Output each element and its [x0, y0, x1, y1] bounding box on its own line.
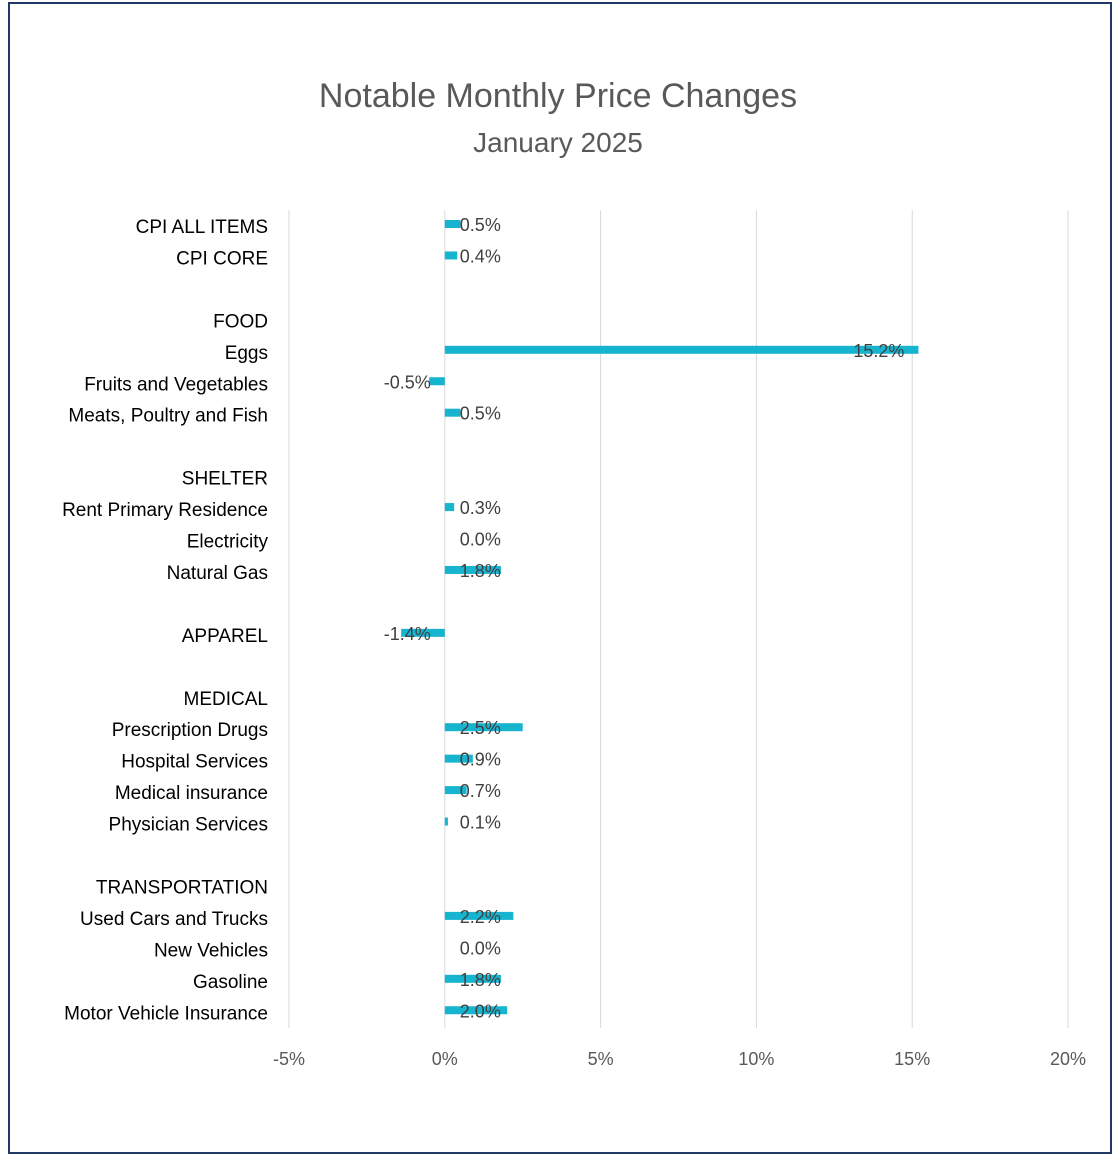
category-label: Prescription Drugs	[112, 720, 268, 741]
data-label: 15.2%	[853, 341, 904, 361]
data-label: 0.5%	[460, 215, 501, 235]
x-tick-label: 15%	[894, 1049, 930, 1069]
bar	[444, 220, 461, 228]
chart-subtitle: January 2025	[473, 127, 643, 158]
category-label: Gasoline	[193, 972, 268, 993]
bar	[444, 503, 455, 512]
category-label: Electricity	[187, 532, 269, 553]
data-labels: 0.5% 0.4% 15.2% -0.5% 0.5% 0.3% 0.0% 1.8% -1.4% 2…	[384, 215, 905, 1021]
category-label: Hospital Services	[121, 752, 268, 773]
category-label: Used Cars and Trucks	[80, 909, 268, 930]
data-label: -1.4%	[384, 624, 431, 644]
bar	[444, 786, 467, 795]
category-label: Eggs	[225, 343, 268, 364]
gridlines	[288, 210, 1069, 1028]
category-label: FOOD	[213, 311, 268, 332]
category-label: Rent Primary Residence	[62, 500, 268, 521]
category-label: Motor Vehicle Insurance	[64, 1003, 268, 1024]
bar	[429, 377, 445, 386]
category-label: TRANSPORTATION	[96, 877, 268, 898]
x-tick-label: -5%	[273, 1049, 305, 1069]
data-label: 0.7%	[460, 781, 501, 801]
category-label: SHELTER	[182, 469, 268, 490]
bar	[444, 817, 448, 826]
bar	[444, 1006, 508, 1015]
bars	[401, 220, 919, 1015]
category-label: Fruits and Vegetables	[84, 374, 268, 395]
data-label: 1.8%	[460, 970, 501, 990]
data-label: 0.1%	[460, 813, 501, 833]
category-label: Natural Gas	[167, 563, 268, 584]
x-tick-label: 0%	[432, 1049, 458, 1069]
data-label: 0.5%	[460, 404, 501, 424]
chart-frame	[8, 2, 1112, 1154]
category-label: MEDICAL	[184, 689, 268, 710]
data-label: 2.2%	[460, 907, 501, 927]
bar	[444, 408, 461, 417]
category-label: CPI ALL ITEMS	[136, 217, 268, 238]
bar	[444, 974, 501, 983]
bar	[444, 754, 473, 763]
category-label: Meats, Poultry and Fish	[68, 406, 268, 427]
data-label: 0.3%	[460, 498, 501, 518]
bar	[401, 628, 445, 637]
bar	[444, 723, 523, 732]
category-label: APPAREL	[182, 626, 268, 647]
category-label: Medical insurance	[115, 783, 268, 804]
category-label: CPI CORE	[176, 248, 268, 269]
data-label: 0.0%	[460, 938, 501, 958]
chart-title: Notable Monthly Price Changes	[319, 77, 797, 115]
data-label: 0.9%	[460, 750, 501, 770]
data-label: 1.8%	[460, 561, 501, 581]
x-tick-label: 10%	[738, 1049, 774, 1069]
x-axis-tick-labels: -5% 0% 5% 10% 15% 20%	[273, 1049, 1086, 1069]
category-label: Physician Services	[109, 815, 268, 836]
data-label: -0.5%	[384, 372, 431, 392]
bar	[444, 565, 501, 574]
bar	[444, 911, 514, 920]
bar	[444, 251, 458, 260]
category-label: New Vehicles	[154, 940, 268, 961]
data-label: 0.0%	[460, 530, 501, 550]
data-label: 2.0%	[460, 1001, 501, 1021]
x-tick-label: 5%	[588, 1049, 614, 1069]
data-label: 0.4%	[460, 246, 501, 266]
data-label: 2.5%	[460, 718, 501, 738]
bar	[444, 345, 919, 354]
category-labels: CPI ALL ITEMS CPI CORE FOOD Eggs Fruits and …	[62, 217, 268, 1024]
x-tick-label: 20%	[1050, 1049, 1086, 1069]
